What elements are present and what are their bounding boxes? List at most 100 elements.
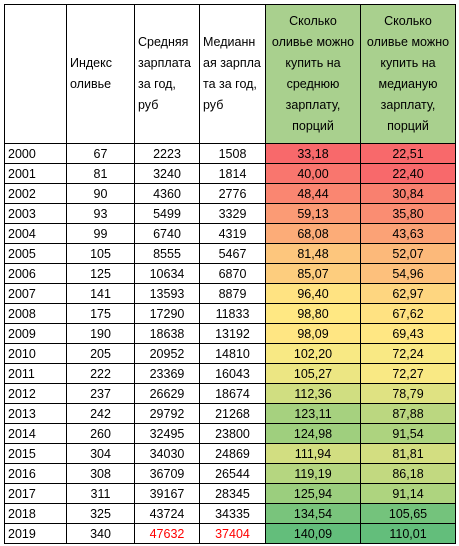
cell: 18638 (134, 323, 200, 344)
cell: 40,00 (265, 163, 361, 184)
cell: 69,43 (360, 323, 456, 344)
cell: 39167 (134, 483, 200, 504)
cell: 13192 (199, 323, 266, 344)
cell: 105,65 (360, 503, 456, 524)
cell: 3240 (134, 163, 200, 184)
header-cell: Медианная зарплата за год, руб (199, 4, 266, 144)
cell: 205 (66, 343, 135, 364)
table-row: 2006 125 10634 6870 85,07 54,96 (4, 263, 456, 284)
cell: 20952 (134, 343, 200, 364)
cell: 2008 (4, 303, 67, 324)
cell: 4360 (134, 183, 200, 204)
cell: 125,94 (265, 483, 361, 504)
cell: 59,13 (265, 203, 361, 224)
cell: 13593 (134, 283, 200, 304)
table-row: 2001 81 3240 1814 40,00 22,40 (4, 163, 456, 184)
cell: 18674 (199, 383, 266, 404)
table-row: 2016 308 36709 26544 119,19 86,18 (4, 463, 456, 484)
cell: 26544 (199, 463, 266, 484)
header-row: Индекс оливье Средняя зарплата за год, ру… (4, 4, 456, 144)
cell: 62,97 (360, 283, 456, 304)
cell: 2015 (4, 443, 67, 464)
cell: 2014 (4, 423, 67, 444)
table-row: 2005 105 8555 5467 81,48 52,07 (4, 243, 456, 264)
cell: 1814 (199, 163, 266, 184)
cell: 30,84 (360, 183, 456, 204)
table-row: 2002 90 4360 2776 48,44 30,84 (4, 183, 456, 204)
cell: 111,94 (265, 443, 361, 464)
cell: 72,27 (360, 363, 456, 384)
cell: 2016 (4, 463, 67, 484)
cell: 93 (66, 203, 135, 224)
cell: 22,40 (360, 163, 456, 184)
table-row: 2007 141 13593 8879 96,40 62,97 (4, 283, 456, 304)
cell: 325 (66, 503, 135, 524)
cell: 2011 (4, 363, 67, 384)
cell: 78,79 (360, 383, 456, 404)
cell: 81 (66, 163, 135, 184)
cell: 2019 (4, 523, 67, 544)
table-row: 2014 260 32495 23800 124,98 91,54 (4, 423, 456, 444)
cell: 86,18 (360, 463, 456, 484)
cell: 35,80 (360, 203, 456, 224)
cell: 16043 (199, 363, 266, 384)
table-row: 2003 93 5499 3329 59,13 35,80 (4, 203, 456, 224)
table-row: 2004 99 6740 4319 68,08 43,63 (4, 223, 456, 244)
cell: 6870 (199, 263, 266, 284)
cell: 8879 (199, 283, 266, 304)
cell: 10634 (134, 263, 200, 284)
cell: 102,20 (265, 343, 361, 364)
cell: 125 (66, 263, 135, 284)
header-cell: Сколько оливье можно купить на медианую … (360, 4, 456, 144)
cell: 175 (66, 303, 135, 324)
cell: 67,62 (360, 303, 456, 324)
table-row: 2017 311 39167 28345 125,94 91,14 (4, 483, 456, 504)
table-row: 2010 205 20952 14810 102,20 72,24 (4, 343, 456, 364)
cell: 141 (66, 283, 135, 304)
cell: 2001 (4, 163, 67, 184)
table-row: 2009 190 18638 13192 98,09 69,43 (4, 323, 456, 344)
cell: 119,19 (265, 463, 361, 484)
cell: 123,11 (265, 403, 361, 424)
cell: 2006 (4, 263, 67, 284)
cell: 29792 (134, 403, 200, 424)
header-cell (4, 4, 67, 144)
cell: 2005 (4, 243, 67, 264)
cell: 2012 (4, 383, 67, 404)
table-row: 2013 242 29792 21268 123,11 87,88 (4, 403, 456, 424)
table-row: 2018 325 43724 34335 134,54 105,65 (4, 503, 456, 524)
cell: 14810 (199, 343, 266, 364)
cell: 72,24 (360, 343, 456, 364)
cell: 304 (66, 443, 135, 464)
cell: 340 (66, 523, 135, 544)
cell: 311 (66, 483, 135, 504)
cell: 222 (66, 363, 135, 384)
cell: 43724 (134, 503, 200, 524)
cell: 308 (66, 463, 135, 484)
cell: 91,14 (360, 483, 456, 504)
cell: 2007 (4, 283, 67, 304)
table-row: 2000 67 2223 1508 33,18 22,51 (4, 143, 456, 164)
cell: 23369 (134, 363, 200, 384)
cell: 26629 (134, 383, 200, 404)
cell: 22,51 (360, 143, 456, 164)
cell: 81,81 (360, 443, 456, 464)
cell: 4319 (199, 223, 266, 244)
cell: 1508 (199, 143, 266, 164)
cell: 98,09 (265, 323, 361, 344)
header-cell: Индекс оливье (66, 4, 135, 144)
cell: 32495 (134, 423, 200, 444)
cell: 134,54 (265, 503, 361, 524)
table-body: 2000 67 2223 1508 33,18 22,51 2001 81 3240 1814 40… (4, 143, 456, 544)
cell: 2223 (134, 143, 200, 164)
cell: 36709 (134, 463, 200, 484)
cell: 2009 (4, 323, 67, 344)
cell: 17290 (134, 303, 200, 324)
cell: 81,48 (265, 243, 361, 264)
cell: 24869 (199, 443, 266, 464)
cell: 11833 (199, 303, 266, 324)
table-row: 2015 304 34030 24869 111,94 81,81 (4, 443, 456, 464)
cell: 52,07 (360, 243, 456, 264)
cell: 98,80 (265, 303, 361, 324)
cell: 5499 (134, 203, 200, 224)
